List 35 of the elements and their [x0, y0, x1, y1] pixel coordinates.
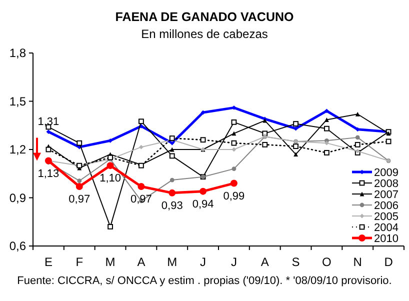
- legend-label: 2010: [374, 233, 398, 245]
- y-tick-label: 0,9: [9, 190, 26, 205]
- x-tick-label: D: [384, 255, 394, 269]
- legend-label: 2008: [374, 178, 398, 190]
- y-tick-label: 1,5: [9, 94, 26, 108]
- x-tick-label: J: [230, 255, 237, 269]
- data-label: 1,10: [100, 172, 122, 185]
- y-tick-label: 1,8: [9, 46, 26, 60]
- legend-label: 2006: [374, 200, 398, 212]
- legend-label: 2007: [374, 189, 398, 201]
- x-tick-label: M: [167, 255, 178, 269]
- chart-subtitle: En millones de cabezas: [141, 27, 268, 41]
- data-label: 0,97: [68, 193, 90, 206]
- data-label: 1,31: [38, 116, 60, 128]
- x-tick-label: A: [137, 255, 146, 269]
- x-tick-label: F: [76, 255, 84, 269]
- source-note: Fuente: CICCRA, s/ ONCCA y estim . propias ('09/10). * '08/09/10 provisorio.: [17, 275, 392, 287]
- x-tick-label: J: [200, 255, 206, 269]
- data-label: 0,93: [161, 200, 183, 212]
- data-label: 1,13: [38, 168, 60, 180]
- x-tick-label: E: [44, 255, 52, 269]
- x-tick-label: A: [260, 255, 269, 269]
- legend-label: 2005: [374, 211, 398, 223]
- y-tick-label: 0,6: [9, 239, 26, 253]
- y-tick-label: 1,2: [9, 142, 26, 156]
- x-tick-label: M: [105, 255, 116, 269]
- legend-label: 2009: [374, 167, 398, 179]
- legend-label: 2004: [374, 222, 398, 234]
- data-label: 0,97: [130, 193, 152, 206]
- data-label: 0,94: [192, 198, 214, 210]
- x-tick-label: S: [292, 255, 300, 269]
- x-tick-label: N: [353, 255, 362, 269]
- chart-title: FAENA DE GANADO VACUNO: [115, 10, 294, 24]
- x-tick-label: O: [322, 255, 332, 269]
- data-label: 0,99: [223, 190, 245, 202]
